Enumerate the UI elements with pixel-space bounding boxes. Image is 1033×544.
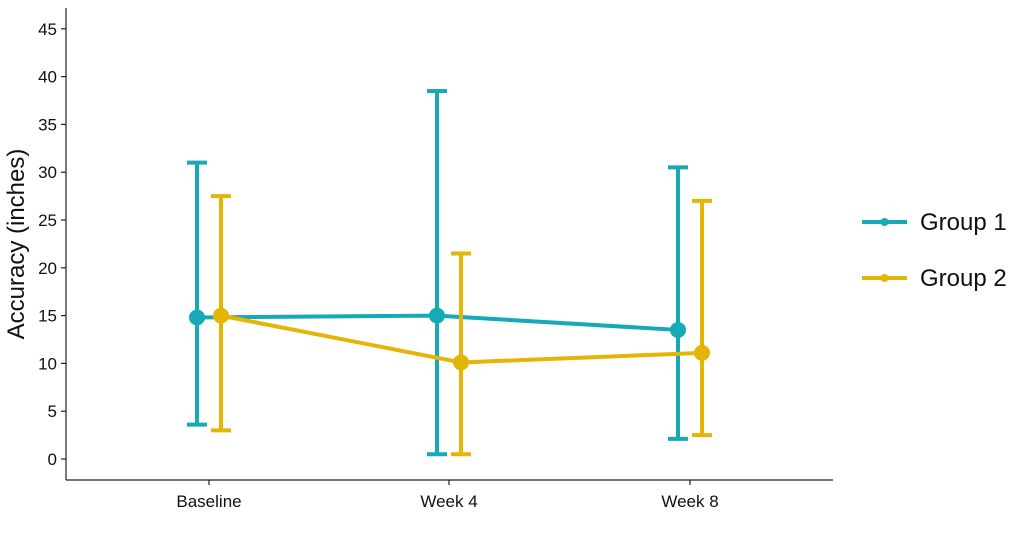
data-point <box>670 321 686 338</box>
y-tick-label: 20 <box>38 259 57 278</box>
y-tick-label: 5 <box>48 402 57 421</box>
x-ticks: Baseline Week 4 Week 8 <box>176 480 719 511</box>
x-tick-label: Week 4 <box>420 492 477 511</box>
data-point <box>429 307 445 324</box>
legend-marker <box>880 218 889 226</box>
y-tick-label: 25 <box>38 211 57 230</box>
legend-item-2: Group 2 <box>862 265 1007 292</box>
x-tick-label: Week 8 <box>661 492 718 511</box>
series-1 <box>187 88 688 457</box>
y-tick-label: 0 <box>48 450 57 469</box>
legend-label: Group 1 <box>920 209 1007 236</box>
data-point <box>189 309 205 326</box>
axes <box>65 8 833 481</box>
legend-item-1: Group 1 <box>862 209 1007 236</box>
legend: Group 1 Group 2 <box>862 209 1007 292</box>
data-point <box>694 344 710 361</box>
y-tick-label: 40 <box>38 68 57 87</box>
y-tick-label: 10 <box>38 354 57 373</box>
y-ticks: 0 5 10 15 20 25 30 35 40 45 <box>38 20 66 469</box>
legend-label: Group 2 <box>920 265 1007 292</box>
y-tick-label: 45 <box>38 20 57 39</box>
y-tick-label: 35 <box>38 115 57 134</box>
x-tick-label: Baseline <box>176 492 241 511</box>
legend-marker <box>880 274 889 282</box>
data-point <box>213 307 229 324</box>
y-tick-label: 15 <box>38 307 57 326</box>
plot-area <box>187 88 712 457</box>
y-axis-title: Accuracy (inches) <box>3 149 30 340</box>
series-2 <box>211 194 712 457</box>
y-tick-label: 30 <box>38 163 57 182</box>
data-point <box>453 354 469 371</box>
